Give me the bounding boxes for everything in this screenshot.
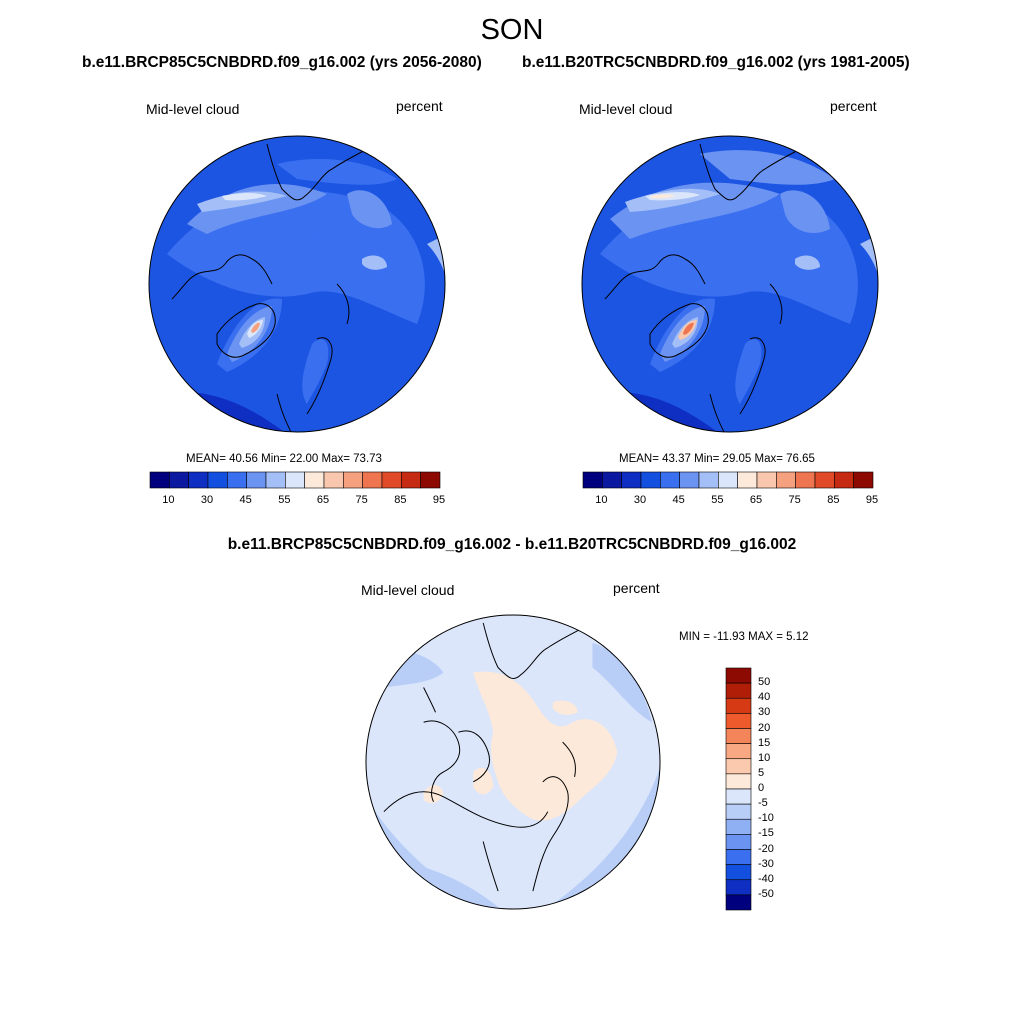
colorbar-tick-label: -40 <box>758 872 774 885</box>
colorbar-swatch <box>737 471 758 489</box>
colorbar-swatch <box>725 803 752 820</box>
colorbar-swatch <box>227 471 247 489</box>
colorbar-swatch <box>660 471 680 489</box>
colorbar-swatch <box>725 743 752 760</box>
colorbar-swatch <box>285 471 305 489</box>
colorbar-tick-label: 5 <box>758 766 765 779</box>
difference-variable-label: Mid-level cloud <box>361 582 455 598</box>
difference-polar-map <box>365 614 661 910</box>
colorbar-tick-label: 85 <box>827 494 840 506</box>
colorbar-swatch <box>343 471 363 489</box>
panel-2-stats: MEAN= 43.37 Min= 29.05 Max= 76.65 <box>619 453 815 465</box>
colorbar-swatch <box>718 471 738 489</box>
colorbar-swatch <box>149 471 170 489</box>
colorbar-tick-label: 10 <box>595 494 608 506</box>
colorbar-swatch <box>420 471 441 489</box>
panel-1-colorbar <box>149 471 441 489</box>
season-title: SON <box>480 14 544 46</box>
difference-stats: MIN = -11.93 MAX = 5.12 <box>679 631 809 643</box>
colorbar-swatch <box>582 471 603 489</box>
colorbar-swatch <box>188 471 209 489</box>
colorbar-swatch <box>401 471 421 489</box>
colorbar-swatch <box>725 713 752 729</box>
colorbar-tick-label: -30 <box>758 857 774 870</box>
colorbar-swatch <box>725 682 752 699</box>
colorbar-tick-label: 30 <box>200 494 214 506</box>
colorbar-tick-label: -5 <box>758 797 768 810</box>
colorbar-tick-label: 50 <box>758 676 771 689</box>
colorbar-swatch <box>834 471 854 489</box>
difference-colorbar <box>725 667 752 911</box>
panel-2-variable-label: Mid-level cloud <box>579 101 673 117</box>
panel-1-variable-label: Mid-level cloud <box>146 101 240 117</box>
colorbar-tick-label: 30 <box>758 706 771 719</box>
colorbar-tick-label: 75 <box>788 494 801 506</box>
colorbar-swatch <box>725 728 752 744</box>
colorbar-swatch <box>725 818 752 835</box>
panel-1-polar-map <box>148 135 446 433</box>
colorbar-swatch <box>265 471 286 489</box>
colorbar-tick-label: 0 <box>758 782 765 794</box>
colorbar-swatch <box>207 471 228 489</box>
colorbar-tick-label: 30 <box>633 494 647 506</box>
colorbar-tick-label: 95 <box>865 494 879 506</box>
panel-1-case-title: b.e11.BRCP85C5CNBDRD.f09_g16.002 (yrs 20… <box>82 54 482 71</box>
colorbar-swatch <box>640 471 661 489</box>
panel-1-units-label: percent <box>396 98 443 114</box>
colorbar-swatch <box>725 834 752 850</box>
colorbar-tick-label: 85 <box>394 494 407 506</box>
panel-2-polar-map <box>581 135 879 433</box>
colorbar-tick-label: 95 <box>432 494 446 506</box>
colorbar-swatch <box>725 864 752 881</box>
colorbar-swatch <box>698 471 719 489</box>
colorbar-tick-label: 45 <box>239 494 252 506</box>
colorbar-swatch <box>853 471 874 489</box>
colorbar-tick-label: 55 <box>711 494 724 506</box>
difference-title: b.e11.BRCP85C5CNBDRD.f09_g16.002 - b.e11… <box>227 536 797 553</box>
colorbar-tick-label: -20 <box>758 842 774 855</box>
colorbar-tick-label: 65 <box>316 494 330 506</box>
colorbar-tick-label: -10 <box>758 812 774 825</box>
colorbar-swatch <box>246 471 267 489</box>
colorbar-swatch <box>169 471 189 489</box>
colorbar-tick-label: 65 <box>749 494 763 506</box>
colorbar-tick-label: -50 <box>758 887 774 900</box>
colorbar-swatch <box>304 471 325 489</box>
panel-2-case-title: b.e11.B20TRC5CNBDRD.f09_g16.002 (yrs 198… <box>522 54 910 71</box>
colorbar-swatch <box>725 879 752 896</box>
colorbar-swatch <box>725 667 752 684</box>
colorbar-tick-label: 10 <box>758 751 771 764</box>
colorbar-swatch <box>795 471 816 489</box>
colorbar-swatch <box>679 471 700 489</box>
colorbar-swatch <box>776 471 796 489</box>
colorbar-tick-label: 75 <box>355 494 368 506</box>
colorbar-swatch <box>725 773 752 790</box>
colorbar-swatch <box>602 471 622 489</box>
difference-units-label: percent <box>613 580 660 596</box>
colorbar-swatch <box>725 849 752 865</box>
colorbar-tick-label: 55 <box>278 494 291 506</box>
colorbar-swatch <box>814 471 835 489</box>
colorbar-swatch <box>621 471 642 489</box>
colorbar-swatch <box>362 471 383 489</box>
colorbar-swatch <box>725 758 752 775</box>
panel-2-colorbar <box>582 471 874 489</box>
colorbar-swatch <box>725 697 752 714</box>
colorbar-tick-label: 20 <box>758 721 771 734</box>
colorbar-swatch <box>756 471 777 489</box>
colorbar-tick-label: 45 <box>672 494 685 506</box>
colorbar-swatch <box>381 471 402 489</box>
colorbar-tick-label: 40 <box>758 691 771 704</box>
colorbar-swatch <box>725 788 752 805</box>
colorbar-swatch <box>725 894 752 911</box>
colorbar-tick-label: 10 <box>162 494 175 506</box>
panel-2-units-label: percent <box>830 98 877 114</box>
colorbar-swatch <box>323 471 344 489</box>
panel-1-stats: MEAN= 40.56 Min= 22.00 Max= 73.73 <box>186 453 382 465</box>
colorbar-tick-label: -15 <box>758 827 774 840</box>
colorbar-tick-label: 15 <box>758 736 771 749</box>
